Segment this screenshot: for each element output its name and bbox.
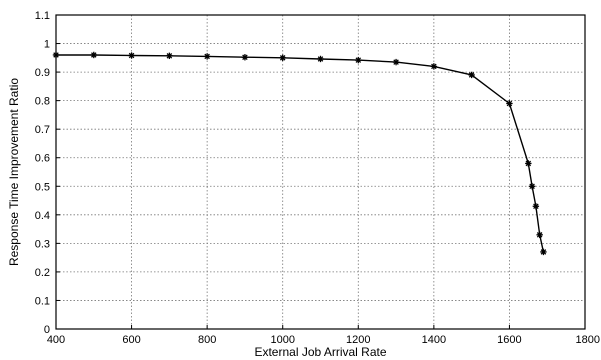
data-point bbox=[540, 248, 547, 256]
plot-frame bbox=[55, 14, 586, 330]
data-point bbox=[355, 56, 362, 64]
x-tick-label: 400 bbox=[47, 334, 65, 346]
x-tick-label: 800 bbox=[198, 334, 216, 346]
x-axis-label: External Job Arrival Rate bbox=[254, 345, 386, 359]
y-tick-label: 0.5 bbox=[35, 181, 50, 193]
data-point bbox=[203, 53, 211, 60]
data-point bbox=[506, 100, 513, 107]
data-point bbox=[525, 160, 532, 167]
y-tick-labels: 0 0.1 0.2 0.3 0.4 0.5 0.6 0.7 0.8 0.9 1 1.1 bbox=[35, 10, 50, 336]
y-tick-label: 1 bbox=[44, 39, 50, 51]
x-tick-label: 1800 bbox=[576, 334, 600, 346]
x-tick-label: 1600 bbox=[497, 334, 521, 346]
data-point bbox=[532, 203, 540, 210]
x-tick-label: 1000 bbox=[270, 334, 294, 346]
data-point bbox=[90, 51, 97, 59]
x-tick-labels: 400 600 800 1000 1200 1400 1600 1800 bbox=[47, 334, 600, 346]
data-point bbox=[128, 52, 135, 59]
y-tick-label: 0.4 bbox=[35, 210, 50, 222]
data-point bbox=[392, 58, 400, 66]
data-point bbox=[468, 71, 475, 79]
data-point bbox=[279, 54, 286, 62]
y-tick-label: 0.7 bbox=[35, 124, 50, 136]
x-tick-label: 600 bbox=[122, 334, 140, 346]
series-layer bbox=[52, 51, 547, 256]
y-tick-label: 0 bbox=[44, 324, 50, 336]
data-point bbox=[536, 231, 543, 238]
y-tick-label: 0.3 bbox=[35, 238, 50, 250]
x-tick-label: 1400 bbox=[422, 334, 446, 346]
y-axis-label: Response Time Improvement Ratio bbox=[7, 78, 21, 266]
data-point bbox=[317, 55, 324, 63]
data-point bbox=[430, 63, 438, 70]
y-tick-label: 0.8 bbox=[35, 96, 50, 108]
y-tick-label: 1.1 bbox=[35, 10, 50, 22]
data-point bbox=[166, 52, 173, 60]
y-tick-label: 0.1 bbox=[35, 295, 50, 307]
x-tick-label: 1200 bbox=[346, 334, 370, 346]
y-tick-label: 0.9 bbox=[35, 67, 50, 79]
series-line bbox=[56, 54, 545, 253]
y-tick-label: 0.2 bbox=[35, 267, 50, 279]
data-point bbox=[241, 54, 249, 61]
data-point bbox=[528, 183, 536, 190]
y-tick-label: 0.6 bbox=[35, 153, 50, 165]
